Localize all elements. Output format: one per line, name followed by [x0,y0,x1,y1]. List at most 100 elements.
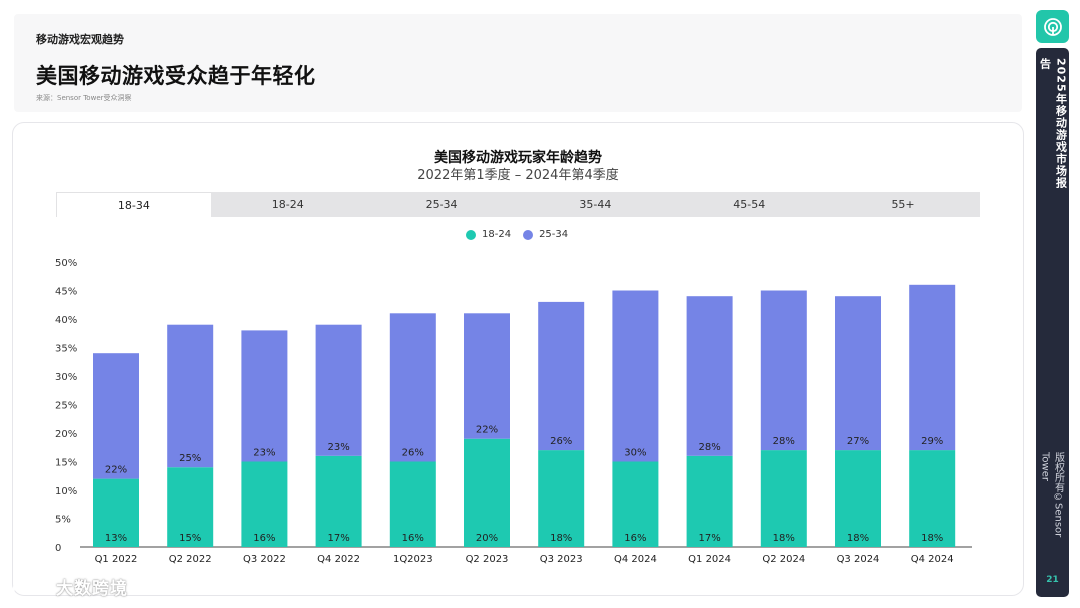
legend-item-25-34[interactable]: 25-34 [523,229,568,240]
y-tick-label: 50% [55,258,77,269]
sensor-tower-logo-icon [1036,10,1069,43]
bar-segment-25-34[interactable] [835,296,881,451]
y-tick-label: 45% [55,287,77,298]
bar-segment-25-34[interactable] [464,313,510,439]
data-label-25-34: 22% [476,425,498,436]
legend-item-18-24[interactable]: 18-24 [466,229,511,240]
data-label-18-24: 18% [847,533,869,544]
data-label-25-34: 30% [624,448,646,459]
data-label-25-34: 29% [921,436,943,447]
data-label-18-24: 15% [179,533,201,544]
x-tick-label: Q1 2024 [688,554,731,565]
bar-segment-25-34[interactable] [612,290,659,462]
tab-18-24[interactable]: 18-24 [271,198,304,211]
x-tick-label: Q3 2023 [540,554,583,565]
age-tabs: 18-34 18-24 25-34 35-44 45-54 55+ [56,192,980,217]
x-tick-label: Q3 2024 [837,554,880,565]
y-tick-label: 40% [55,315,77,326]
source-note: 来源：Sensor Tower受众洞察 [36,94,132,102]
bar-segment-18-24[interactable] [464,438,510,547]
x-tick-label: 1Q2023 [393,554,433,565]
bar-segment-18-24[interactable] [315,455,362,547]
tab-45-54[interactable]: 45-54 [733,198,766,211]
y-tick-label: 0 [55,543,61,554]
data-label-25-34: 25% [179,453,201,464]
header-band [14,14,1022,112]
bar-segment-18-24[interactable] [612,461,659,548]
x-tick-label: Q2 2023 [466,554,509,565]
x-tick-label: Q4 2024 [614,554,657,565]
y-tick-label: 5% [55,515,71,526]
y-tick-label: 10% [55,486,77,497]
data-label-18-24: 17% [327,533,349,544]
data-label-25-34: 26% [402,448,424,459]
bar-segment-18-24[interactable] [760,450,807,547]
data-label-25-34: 23% [327,442,349,453]
data-label-25-34: 23% [253,448,275,459]
bar-segment-18-24[interactable] [686,455,733,547]
bar-segment-18-24[interactable] [93,478,139,547]
y-tick-label: 20% [55,429,77,440]
tab-55-plus[interactable]: 55+ [891,198,915,211]
data-label-25-34: 28% [698,442,720,453]
data-label-18-24: 16% [402,533,424,544]
y-tick-label: 15% [55,458,77,469]
chart-subtitle: 2022年第1季度 – 2024年第4季度 [417,168,619,183]
tab-25-34[interactable]: 25-34 [425,198,458,211]
x-tick-label: Q4 2022 [317,554,360,565]
data-label-25-34: 22% [105,465,127,476]
bar-segment-25-34[interactable] [686,296,733,456]
y-tick-label: 30% [55,372,77,383]
x-tick-label: Q3 2022 [243,554,286,565]
bar-segment-18-24[interactable] [241,461,288,548]
data-label-18-24: 13% [105,533,127,544]
y-tick-label: 35% [55,344,77,355]
x-tick-label: Q2 2024 [762,554,805,565]
chart-title: 美国移动游戏玩家年龄趋势 [434,150,602,166]
data-label-18-24: 16% [253,533,275,544]
bar-segment-25-34[interactable] [93,353,139,479]
data-label-25-34: 27% [847,436,869,447]
legend-dot-18-24 [466,229,476,240]
data-label-18-24: 18% [921,533,943,544]
bar-segment-18-24[interactable] [538,450,585,547]
bar-segment-18-24[interactable] [389,461,436,548]
bar-segment-25-34[interactable] [538,301,585,451]
page-number: 21 [1046,575,1059,585]
stacked-bar-chart: 0 5% 10% 15% 20% 25% 30% 35% 40% 45% 50% 13% 22% Q1 2… [55,258,972,565]
bar-segment-18-24[interactable] [167,467,214,547]
bar-segment-25-34[interactable] [315,324,362,456]
data-label-18-24: 17% [698,533,720,544]
chart-legend: 18-24 25-34 [466,229,580,240]
x-tick-label: Q1 2022 [95,554,138,565]
dashu-logo-icon [12,578,47,594]
bar-segment-18-24[interactable] [835,450,881,547]
bar-segment-18-24[interactable] [909,450,956,547]
bar-segment-25-34[interactable] [760,290,807,451]
tab-18-34[interactable]: 18-34 [56,192,211,217]
bar-segment-25-34[interactable] [389,313,436,462]
data-label-18-24: 18% [550,533,572,544]
data-label-18-24: 18% [773,533,795,544]
y-tick-label: 25% [55,401,77,412]
bar-segment-25-34[interactable] [909,284,956,451]
watermark: 大数跨境 [10,574,128,599]
legend-dot-25-34 [523,229,534,240]
legend-label-18-24: 18-24 [482,229,512,240]
sidebar-copyright: 版权所有©Sensor Tower [1039,452,1064,538]
bar-segment-25-34[interactable] [167,324,214,468]
x-tick-label: Q2 2022 [169,554,212,565]
sidebar-report-title: 2025年移动游戏市场报告 [1038,58,1068,189]
sidebar [1036,48,1069,597]
x-tick-label: Q4 2024 [911,554,954,565]
tab-35-44[interactable]: 35-44 [579,198,612,211]
section-label: 移动游戏宏观趋势 [36,33,124,46]
page-title: 美国移动游戏受众趋于年轻化 [36,64,316,88]
data-label-25-34: 26% [550,436,572,447]
data-label-18-24: 16% [624,533,646,544]
bar-segment-25-34[interactable] [241,330,288,462]
data-label-25-34: 28% [773,436,795,447]
data-label-18-24: 20% [476,533,498,544]
watermark-text: 大数跨境 [56,579,128,599]
legend-label-25-34: 25-34 [539,229,569,240]
